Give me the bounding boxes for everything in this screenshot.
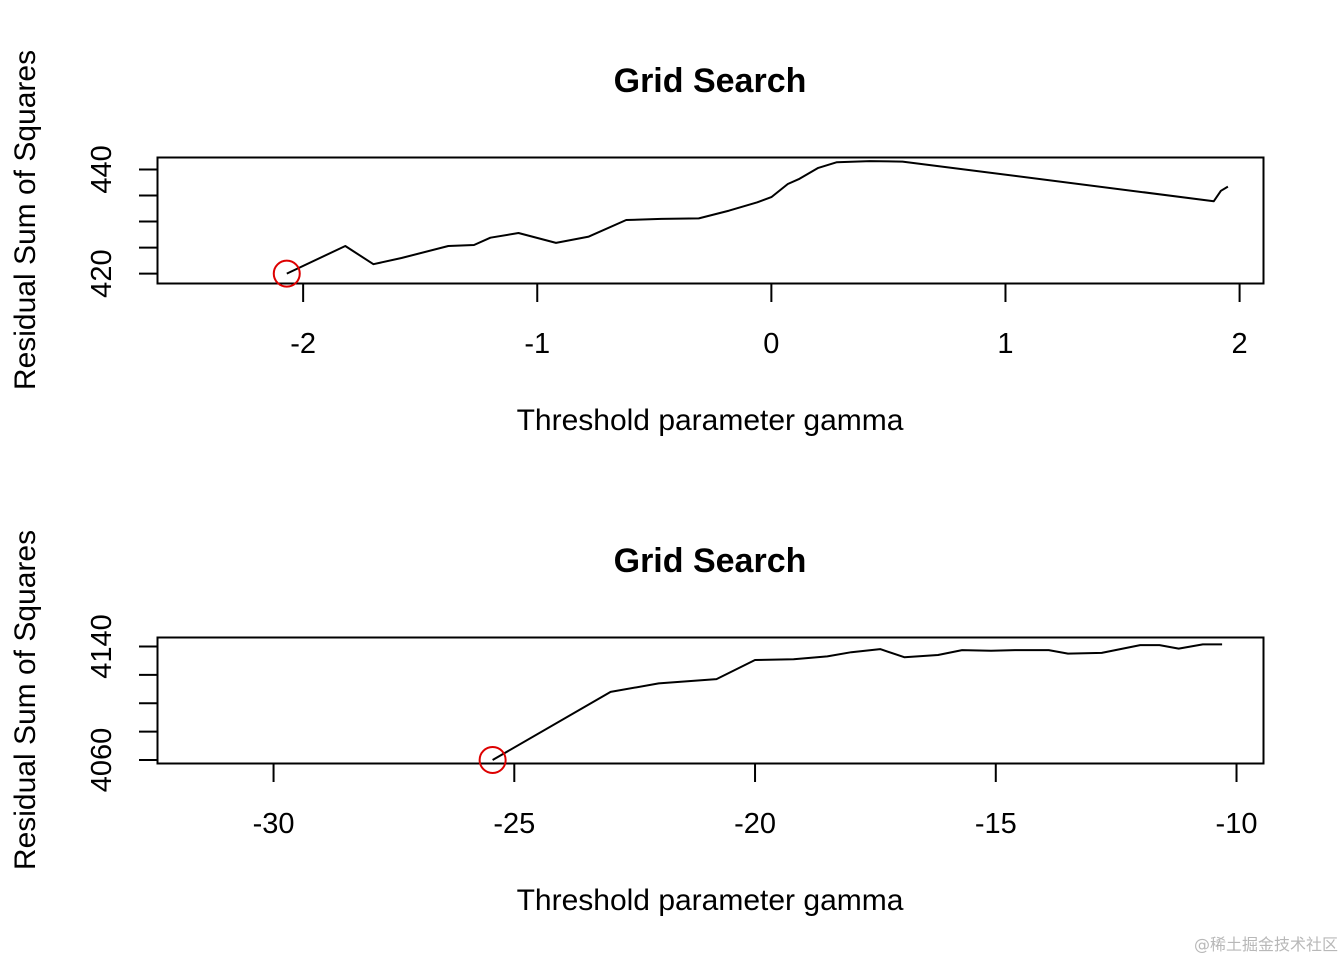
plot-area: [478, 643, 1223, 775]
plot-area: [272, 160, 1229, 288]
panel-1: Grid Search -2 -1 0 1 2 420 440 Threshold par…: [9, 50, 1265, 437]
x-axis-label: Threshold parameter gamma: [517, 404, 904, 437]
x-tick-label: -15: [975, 808, 1017, 840]
series-line: [286, 160, 1229, 275]
x-tick-label: 2: [1232, 328, 1248, 360]
x-axis: -30 -25 -20 -15 -10: [253, 764, 1258, 840]
y-tick-label: 440: [86, 145, 118, 193]
series-line: [492, 643, 1223, 761]
chart-title: Grid Search: [614, 62, 807, 100]
y-axis: 4060 4140: [86, 614, 157, 792]
plot-frame: [156, 156, 1265, 285]
x-tick-label: -10: [1216, 808, 1258, 840]
x-tick-label: -2: [290, 328, 316, 360]
y-tick-label: 4060: [86, 728, 118, 793]
x-tick-label: -25: [493, 808, 535, 840]
x-tick-label: 1: [997, 328, 1013, 360]
chart-title: Grid Search: [614, 542, 807, 580]
plot-frame: [156, 636, 1265, 765]
x-tick-label: -20: [734, 808, 776, 840]
x-tick-label: -30: [253, 808, 295, 840]
minimum-marker: [272, 259, 301, 288]
y-axis: 420 440: [86, 145, 157, 298]
y-axis-label: Residual Sum of Squares: [9, 530, 42, 870]
y-axis-label: Residual Sum of Squares: [9, 50, 42, 390]
y-tick-label: 4140: [86, 614, 118, 679]
y-tick-label: 420: [86, 249, 118, 297]
panel-2: Grid Search -30 -25 -20 -15 -10 4060 4140 Thr…: [9, 530, 1265, 917]
minimum-marker: [478, 746, 507, 775]
x-tick-label: -1: [524, 328, 550, 360]
x-tick-label: 0: [763, 328, 779, 360]
x-axis: -2 -1 0 1 2: [290, 284, 1248, 360]
x-axis-label: Threshold parameter gamma: [517, 884, 904, 917]
watermark: @稀土掘金技术社区: [1194, 935, 1338, 954]
